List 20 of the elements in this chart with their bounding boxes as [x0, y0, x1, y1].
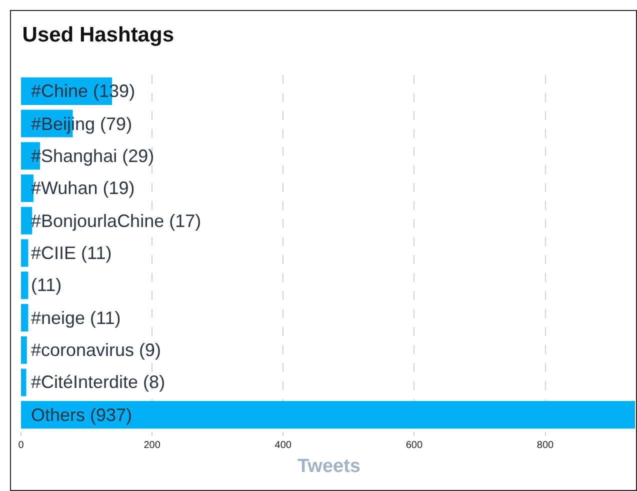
y-tick-label: #CIIE (11): [31, 243, 112, 263]
bar: [21, 401, 636, 429]
x-tick-label: 0: [18, 440, 24, 451]
bar: [21, 206, 32, 234]
x-tick-label: 800: [536, 440, 554, 451]
bar: [21, 239, 28, 267]
bar: [21, 272, 28, 300]
y-tick-label: #coronavirus (9): [31, 340, 162, 360]
x-tick-label: 600: [406, 440, 423, 451]
y-tick-label: #neige (11): [31, 308, 121, 328]
x-axis-title: Tweets: [297, 456, 361, 477]
x-tick-label: 400: [274, 440, 292, 451]
x-tick-label: 200: [144, 440, 161, 451]
y-tick-label: (11): [31, 275, 62, 295]
bar: [21, 368, 26, 396]
bar: [21, 336, 27, 364]
y-tick-label: Others (937): [31, 405, 132, 425]
bar: [21, 304, 28, 332]
chart-title: Used Hashtags: [22, 24, 174, 47]
y-tick-label: #CitéInterdite (8): [31, 372, 166, 392]
